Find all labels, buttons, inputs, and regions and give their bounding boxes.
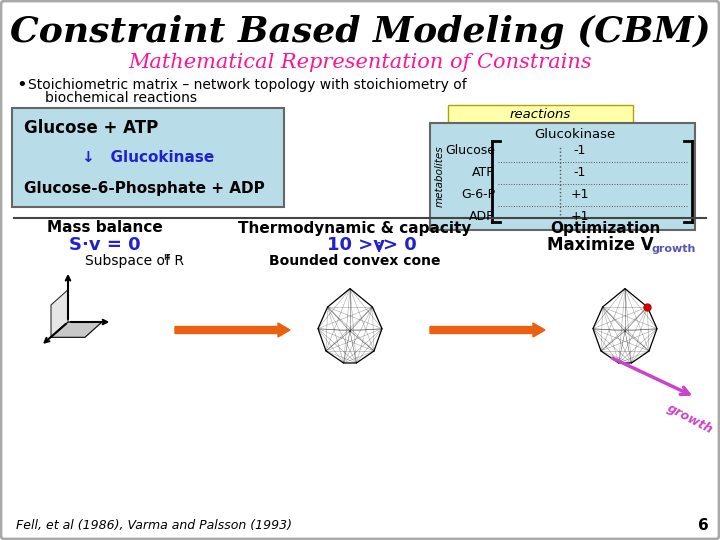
FancyArrow shape	[175, 323, 290, 337]
Text: +1: +1	[571, 211, 589, 224]
Text: G-6-P: G-6-P	[461, 188, 495, 201]
Text: Subspace of R: Subspace of R	[85, 254, 184, 268]
Polygon shape	[51, 322, 102, 338]
Text: Stoichiometric matrix – network topology with stoichiometry of: Stoichiometric matrix – network topology…	[28, 78, 467, 92]
FancyBboxPatch shape	[12, 108, 284, 207]
Text: Glucose-6-Phosphate + ADP: Glucose-6-Phosphate + ADP	[24, 181, 265, 197]
Text: Glucose + ATP: Glucose + ATP	[24, 119, 158, 137]
Text: Fell, et al (1986), Varma and Palsson (1993): Fell, et al (1986), Varma and Palsson (1…	[16, 519, 292, 532]
Text: Bounded convex cone: Bounded convex cone	[269, 254, 441, 268]
Text: biochemical reactions: biochemical reactions	[45, 91, 197, 105]
Text: ATP: ATP	[472, 166, 495, 179]
Text: ↓   Glucokinase: ↓ Glucokinase	[82, 150, 214, 165]
Text: ADP: ADP	[469, 211, 495, 224]
Text: Mathematical Representation of Constrains: Mathematical Representation of Constrain…	[128, 52, 592, 71]
FancyBboxPatch shape	[448, 105, 633, 125]
Text: Glucose: Glucose	[445, 145, 495, 158]
Polygon shape	[318, 288, 382, 363]
Text: Thermodynamic & capacity: Thermodynamic & capacity	[238, 220, 472, 235]
Text: n: n	[163, 252, 169, 262]
Polygon shape	[593, 288, 657, 363]
Text: growth: growth	[665, 402, 715, 437]
FancyArrow shape	[430, 323, 545, 337]
Text: •: •	[16, 76, 27, 94]
Text: 10 >v: 10 >v	[327, 236, 385, 254]
Text: Optimization: Optimization	[550, 220, 660, 235]
Text: i: i	[377, 242, 381, 255]
Text: > 0: > 0	[383, 236, 417, 254]
Text: Mass balance: Mass balance	[47, 220, 163, 235]
Text: -1: -1	[574, 166, 586, 179]
Text: growth: growth	[651, 244, 696, 254]
Text: 6: 6	[698, 518, 708, 534]
Text: metabolites: metabolites	[435, 146, 445, 207]
Polygon shape	[51, 289, 68, 338]
Text: +1: +1	[571, 188, 589, 201]
Text: Constraint Based Modeling (CBM): Constraint Based Modeling (CBM)	[9, 15, 711, 49]
Text: Glucokinase: Glucokinase	[534, 129, 616, 141]
Text: -1: -1	[574, 145, 586, 158]
FancyBboxPatch shape	[430, 123, 695, 230]
Text: reactions: reactions	[510, 109, 571, 122]
Text: Maximize V: Maximize V	[546, 236, 653, 254]
Text: S·v = 0: S·v = 0	[69, 236, 141, 254]
